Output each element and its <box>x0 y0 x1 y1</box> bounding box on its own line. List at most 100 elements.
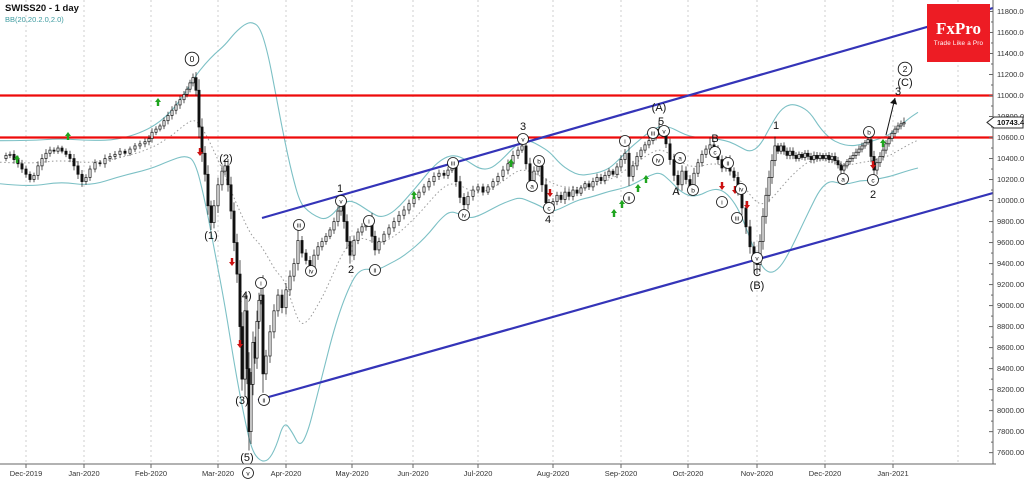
candlestick <box>800 153 804 158</box>
candlestick <box>52 149 56 152</box>
candlestick <box>240 326 244 380</box>
y-axis-price-label: 10400.00 <box>997 154 1024 163</box>
wave-circled-label: b <box>537 158 541 165</box>
candlestick <box>147 138 151 143</box>
channel-trendline-upper[interactable] <box>261 6 993 220</box>
wave-circle <box>687 184 699 196</box>
candlestick <box>845 161 849 167</box>
sell-arrow-icon <box>547 189 553 197</box>
y-axis-price-label: 7600.00 <box>997 448 1024 457</box>
wave-circle <box>305 265 317 277</box>
candlestick <box>511 155 515 165</box>
candlestick <box>103 158 107 165</box>
buy-arrow-icon <box>611 209 617 217</box>
candlestick <box>476 186 480 191</box>
candlestick <box>397 214 401 222</box>
bollinger-indicator-label: BB(20,20.2.0,2.0) <box>5 14 64 24</box>
buy-arrow-icon <box>65 132 71 140</box>
projection-arrow-line[interactable] <box>885 97 896 136</box>
candlestick <box>191 77 195 84</box>
wave-label: 3 <box>895 86 901 98</box>
candlestick <box>36 165 40 176</box>
candlestick <box>182 94 186 101</box>
wave-circled-label: iii <box>451 160 455 167</box>
candlestick <box>770 160 774 178</box>
candlestick <box>869 139 873 157</box>
channel-trendline-lower[interactable] <box>257 191 993 402</box>
candlestick <box>64 150 68 155</box>
x-axis-month-label: May-2020 <box>335 469 368 478</box>
candlestick <box>797 153 801 159</box>
candlestick <box>264 355 268 375</box>
wave-circle <box>716 196 728 208</box>
wave-label: 2 <box>348 264 354 276</box>
x-axis-month-label: Apr-2020 <box>271 469 302 478</box>
candlestick <box>212 205 216 223</box>
candlestick <box>854 151 858 156</box>
candlestick <box>764 194 768 217</box>
candlestick <box>432 176 436 182</box>
projection-arrow-head <box>890 98 898 105</box>
wave-label: (4) <box>238 290 251 302</box>
candlestick <box>773 145 777 161</box>
sell-arrow-icon <box>744 201 750 209</box>
candlestick <box>639 149 643 157</box>
buy-arrow-icon <box>880 139 886 147</box>
sell-arrow-icon <box>197 148 203 156</box>
candlestick <box>72 158 76 167</box>
candlestick <box>93 162 97 170</box>
candlestick <box>890 132 894 139</box>
wave-circle <box>722 157 734 169</box>
chart-legend: SWISS20 - 1 day BB(20,20.2.0,2.0) <box>5 3 79 24</box>
wave-circle <box>652 154 664 166</box>
fxpro-logo: FxPro Trade Like a Pro <box>927 4 990 62</box>
candlestick <box>857 148 861 153</box>
wave-circle <box>543 202 555 214</box>
x-axis-month-label: Jul-2020 <box>464 469 493 478</box>
candlestick <box>194 77 198 91</box>
x-axis-month-label: Jan-2020 <box>68 469 99 478</box>
y-axis-price-label: 11600.00 <box>997 28 1024 37</box>
candlestick <box>866 139 870 144</box>
candlestick <box>76 165 80 175</box>
y-axis-price-label: 10200.00 <box>997 175 1024 184</box>
candlestick <box>150 131 154 139</box>
y-axis-price-label: 7800.00 <box>997 427 1024 436</box>
wave-label: (C) <box>897 77 912 89</box>
x-axis-month-label: Mar-2020 <box>202 469 234 478</box>
candlestick <box>540 165 544 186</box>
candlestick <box>143 141 147 145</box>
x-axis-month-label: Dec-2019 <box>10 469 43 478</box>
candlestick <box>863 142 867 147</box>
y-axis-price-label: 9800.00 <box>997 217 1024 226</box>
x-axis-month-label: Jun-2020 <box>397 469 428 478</box>
candlestick <box>555 194 559 202</box>
wave-circled-label: b <box>691 187 695 194</box>
candlestick <box>818 155 822 159</box>
wave-circle <box>735 183 747 195</box>
candlestick <box>185 88 189 95</box>
wave-label: (A) <box>652 102 667 114</box>
wave-circle <box>369 264 381 276</box>
wave-circled-label: iii <box>735 215 739 222</box>
candlestick <box>304 252 308 261</box>
candlestick <box>899 123 903 127</box>
buy-arrow-icon <box>635 184 641 192</box>
candlestick <box>501 169 505 177</box>
wave-circled-label: v <box>755 255 759 262</box>
wave-label: (2) <box>219 153 232 165</box>
candlestick <box>704 148 708 155</box>
candlestick <box>352 240 356 256</box>
candlestick <box>779 145 783 152</box>
y-axis-price-label: 9200.00 <box>997 280 1024 289</box>
candlestick <box>235 242 239 275</box>
fxpro-brand-text: FxPro <box>935 18 981 38</box>
y-axis-price-label: 8400.00 <box>997 364 1024 373</box>
candlestick <box>791 150 795 156</box>
candlestick <box>575 189 579 194</box>
candlestick <box>579 187 583 194</box>
candlestick <box>462 197 466 206</box>
candlestick <box>744 207 748 228</box>
